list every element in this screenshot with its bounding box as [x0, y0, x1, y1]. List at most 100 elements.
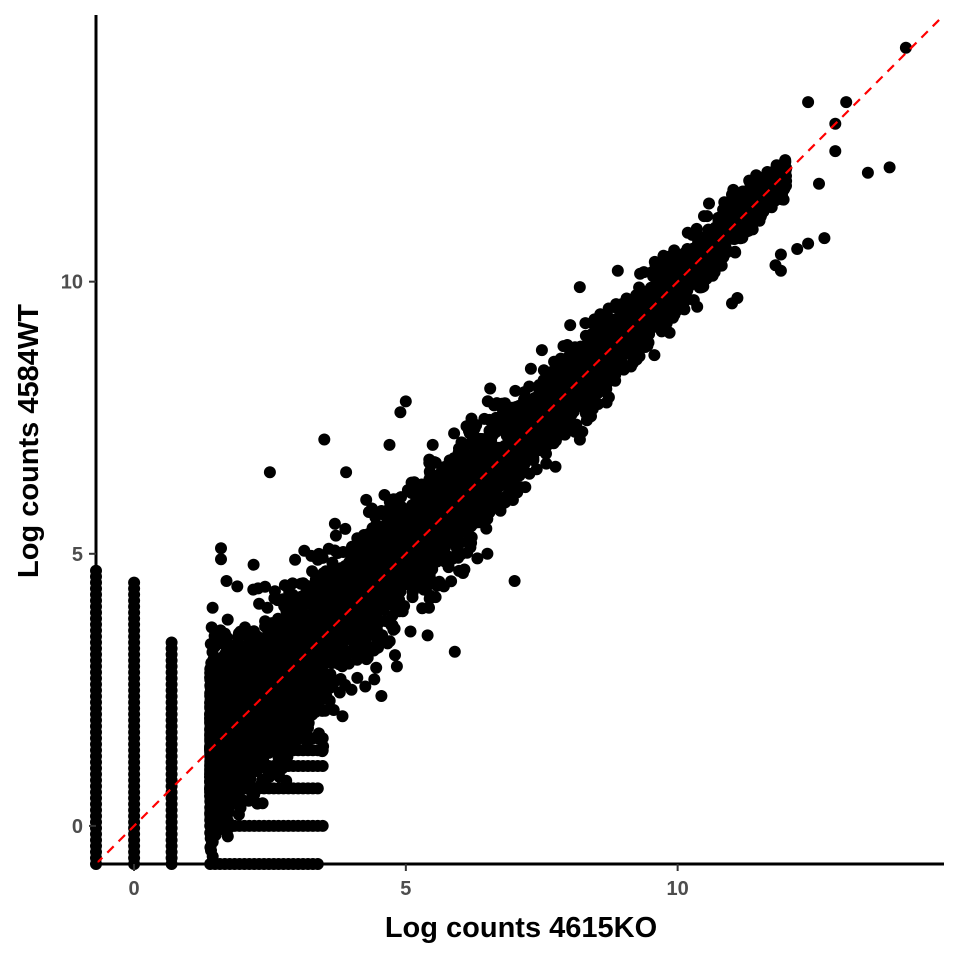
data-point	[594, 324, 607, 337]
data-point	[412, 567, 424, 580]
data-point	[370, 661, 383, 674]
data-point	[549, 460, 562, 473]
data-point	[694, 281, 707, 294]
data-point	[510, 450, 523, 463]
data-point	[462, 466, 475, 478]
data-point	[404, 625, 417, 638]
data-point	[329, 529, 342, 542]
data-point	[480, 476, 493, 489]
data-point	[742, 212, 755, 225]
data-point	[452, 446, 465, 459]
data-point	[268, 592, 281, 605]
data-point	[251, 797, 264, 810]
data-point	[377, 553, 390, 566]
data-point	[390, 660, 403, 673]
data-point	[314, 681, 327, 694]
data-point	[499, 452, 512, 464]
data-point	[490, 397, 503, 410]
data-point	[442, 535, 454, 548]
data-point	[561, 339, 574, 351]
data-point	[362, 506, 375, 518]
data-point	[406, 499, 419, 512]
data-point	[422, 554, 434, 567]
data-point	[221, 613, 234, 626]
data-point	[373, 532, 386, 545]
data-point	[351, 671, 364, 684]
data-point	[357, 549, 370, 562]
data-point	[386, 609, 399, 622]
data-point	[419, 583, 432, 596]
data-point	[570, 393, 583, 406]
data-point	[453, 537, 466, 550]
data-point	[426, 438, 439, 451]
data-point	[406, 591, 419, 604]
data-point	[450, 510, 463, 523]
data-point	[324, 668, 337, 681]
data-point	[541, 376, 554, 389]
data-point	[691, 300, 704, 313]
data-point	[206, 601, 219, 614]
data-point	[452, 551, 465, 564]
data-point	[661, 266, 674, 279]
data-point	[540, 447, 552, 460]
data-point	[322, 542, 335, 555]
data-point	[544, 420, 556, 433]
data-point	[307, 578, 320, 591]
data-point	[703, 197, 715, 210]
data-point	[564, 319, 577, 332]
data-point	[661, 251, 674, 264]
data-point	[263, 771, 275, 784]
data-point	[331, 572, 344, 585]
data-point	[423, 456, 436, 469]
data-point	[530, 463, 543, 476]
data-point	[698, 210, 710, 223]
data-point	[206, 646, 219, 659]
data-point	[368, 673, 381, 686]
data-point	[540, 457, 553, 470]
data-point	[452, 471, 465, 484]
data-point	[441, 467, 454, 480]
data-point	[470, 509, 483, 522]
data-point	[459, 502, 472, 515]
data-point	[239, 650, 252, 663]
data-point	[505, 401, 518, 414]
data-point	[395, 513, 408, 526]
data-point	[586, 317, 599, 330]
data-point	[224, 677, 237, 690]
data-point	[713, 259, 726, 272]
data-point	[286, 606, 299, 619]
points-layer	[90, 41, 912, 870]
data-point	[350, 538, 363, 551]
data-point	[301, 631, 314, 644]
data-point	[637, 331, 650, 344]
data-point	[457, 567, 469, 579]
data-point	[602, 331, 615, 344]
data-point	[375, 505, 388, 517]
data-point	[629, 348, 642, 361]
data-point	[423, 473, 436, 486]
data-point	[495, 410, 508, 423]
data-point	[729, 245, 741, 258]
data-point	[416, 484, 429, 497]
data-point	[339, 654, 352, 667]
data-point	[204, 694, 217, 707]
data-point	[379, 518, 392, 531]
data-point	[205, 621, 218, 634]
data-point	[204, 832, 217, 845]
data-point	[525, 408, 538, 421]
data-point	[622, 311, 635, 324]
data-point	[242, 637, 255, 650]
data-point	[266, 618, 278, 631]
data-point	[574, 369, 587, 382]
data-point	[425, 513, 438, 526]
data-point	[327, 704, 340, 716]
data-point	[344, 557, 357, 570]
data-point	[744, 177, 757, 190]
data-point	[537, 364, 550, 377]
data-point	[336, 600, 349, 613]
data-point	[609, 374, 622, 387]
data-point	[401, 484, 414, 497]
data-point	[389, 649, 401, 662]
data-point	[433, 500, 446, 513]
